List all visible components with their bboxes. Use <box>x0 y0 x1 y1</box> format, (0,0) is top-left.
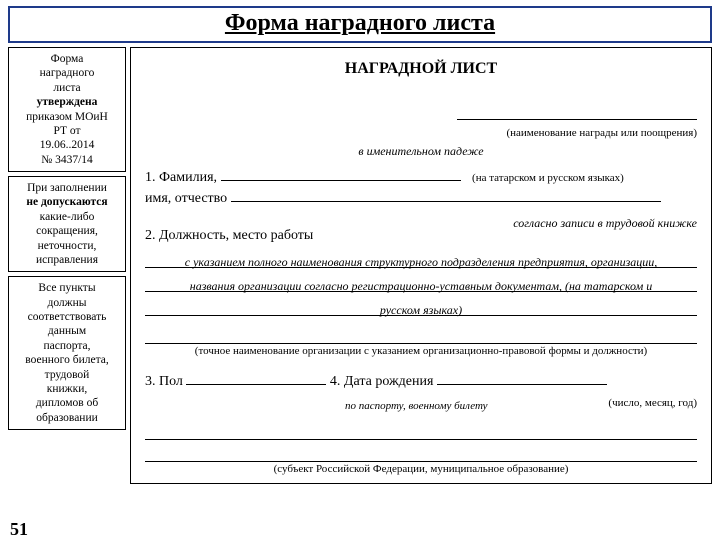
field-surname: 1. Фамилия, (на татарском и русском язык… <box>145 169 697 188</box>
t: 19.06..2014 <box>12 138 122 152</box>
sidebar: Форма наградного листа утверждена приказ… <box>8 47 126 484</box>
t: № 3437/14 <box>12 153 122 167</box>
award-rule <box>457 119 697 120</box>
field-name: имя, отчество <box>145 190 697 209</box>
lang-note: (на татарском и русском языках) <box>472 172 624 184</box>
label: 1. Фамилия, <box>145 170 221 185</box>
label: имя, отчество <box>145 191 231 206</box>
title-bar: Форма наградного листа <box>8 6 712 43</box>
overlay2: названия организации согласно регистраци… <box>145 278 697 294</box>
note-match: Все пункты должны соответствовать данным… <box>8 276 126 430</box>
t: трудовой <box>12 368 122 382</box>
label-sex: 3. Пол <box>145 374 186 389</box>
page-number: 51 <box>10 519 28 540</box>
rule <box>186 373 326 385</box>
overlay3: русском языках) <box>145 302 697 318</box>
rule <box>231 190 661 202</box>
t: дипломов об <box>12 396 122 410</box>
subject-caption: (субъект Российской Федерации, муниципал… <box>145 462 697 477</box>
t: наградного <box>12 66 122 80</box>
t: утверждена <box>12 95 122 109</box>
t: паспорта, <box>12 339 122 353</box>
t: листа <box>12 81 122 95</box>
t: не допускаются <box>12 195 122 209</box>
note-approval: Форма наградного листа утверждена приказ… <box>8 47 126 172</box>
t: соответствовать <box>12 310 122 324</box>
content-layout: Форма наградного листа утверждена приказ… <box>8 47 712 484</box>
label: 2. Должность, место работы <box>145 228 313 243</box>
org-caption: (точное наименование организации с указа… <box>145 344 697 359</box>
field-sex-dob: 3. Пол 4. Дата рождения <box>145 373 697 392</box>
t: неточности, <box>12 239 122 253</box>
t: какие-либо <box>12 210 122 224</box>
note-rules: При заполнении не допускаются какие-либо… <box>8 176 126 272</box>
t: образовании <box>12 411 122 425</box>
label-dob: 4. Дата рождения <box>330 374 437 389</box>
rule <box>221 169 461 181</box>
t: исправления <box>12 253 122 267</box>
rule <box>145 446 697 462</box>
form-body: НАГРАДНОЙ ЛИСТ (наименование награды или… <box>130 47 712 484</box>
passport-hint: по паспорту, военному билету <box>345 400 488 412</box>
nominative-hint: в именительном падеже <box>145 143 697 159</box>
t: книжки, <box>12 382 122 396</box>
t: Все пункты <box>12 281 122 295</box>
t: сокращения, <box>12 224 122 238</box>
form-header: НАГРАДНОЙ ЛИСТ <box>145 58 697 80</box>
page-title: Форма наградного листа <box>225 10 495 36</box>
t: Форма <box>12 52 122 66</box>
t: данным <box>12 324 122 338</box>
t: приказом МОиН <box>12 110 122 124</box>
t: должны <box>12 296 122 310</box>
rule <box>145 328 697 344</box>
date-format: (число, месяц, год) <box>608 396 697 411</box>
rule <box>145 424 697 440</box>
award-caption: (наименование награды или поощрения) <box>506 127 697 139</box>
t: При заполнении <box>12 181 122 195</box>
dob-hints: по паспорту, военному билету (число, мес… <box>145 396 697 414</box>
t: РТ от <box>12 124 122 138</box>
overlay1: с указанием полного наименования структу… <box>145 254 697 270</box>
rule <box>437 373 607 385</box>
award-name-line: (наименование награды или поощрения) <box>145 108 697 141</box>
t: военного билета, <box>12 353 122 367</box>
